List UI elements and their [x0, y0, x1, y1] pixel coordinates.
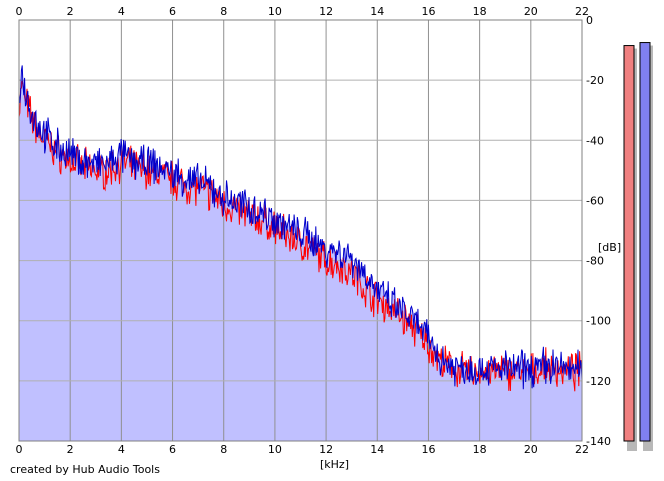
- credit-text: created by Hub Audio Tools: [10, 463, 160, 476]
- level-meters: [623, 42, 653, 452]
- x-tick-label-top: 2: [67, 5, 74, 18]
- series-lines: [18, 65, 583, 392]
- y-axis-label: [dB]: [598, 241, 621, 254]
- x-tick-label-bottom: 4: [118, 443, 125, 456]
- x-tick-label-bottom: 22: [575, 443, 589, 456]
- x-tick-label-bottom: 12: [319, 443, 333, 456]
- x-tick-label-bottom: 8: [220, 443, 227, 456]
- y-tick-label: -40: [586, 134, 604, 147]
- x-tick-label-top: 14: [370, 5, 384, 18]
- x-tick-label-top: 22: [575, 5, 589, 18]
- x-tick-label-top: 20: [524, 5, 538, 18]
- x-tick-label-bottom: 6: [169, 443, 176, 456]
- x-tick-label-bottom: 0: [16, 443, 23, 456]
- y-tick-label: -20: [586, 74, 604, 87]
- y-tick-label: -60: [586, 194, 604, 207]
- y-tick-label: -120: [586, 375, 611, 388]
- x-ticks-bottom: 0 2 4 6 8 10 12 14 16 18 20 22: [16, 443, 590, 456]
- x-tick-label-bottom: 18: [473, 443, 487, 456]
- x-tick-label-top: 10: [268, 5, 282, 18]
- x-tick-label-bottom: 16: [421, 443, 435, 456]
- series-line-1: [18, 65, 583, 390]
- y-tick-label: -100: [586, 315, 611, 328]
- x-tick-label-bottom: 20: [524, 443, 538, 456]
- level-meter-bar: [639, 42, 651, 442]
- x-tick-label-bottom: 2: [67, 443, 74, 456]
- y-tick-label: -140: [586, 435, 611, 448]
- y-tick-label: -80: [586, 255, 604, 268]
- x-tick-label-top: 6: [169, 5, 176, 18]
- x-tick-label-bottom: 10: [268, 443, 282, 456]
- x-tick-label-top: 0: [16, 5, 23, 18]
- x-ticks-top: 0 2 4 6 8 10 12 14 16 18 20 22: [16, 5, 590, 18]
- x-tick-label-bottom: 14: [370, 443, 384, 456]
- x-tick-label-top: 18: [473, 5, 487, 18]
- x-axis-label: [kHz]: [320, 458, 349, 471]
- x-tick-label-top: 16: [421, 5, 435, 18]
- level-meter-bar: [623, 45, 635, 442]
- x-tick-label-top: 4: [118, 5, 125, 18]
- plot-border: [18, 19, 583, 442]
- y-tick-label: 0: [586, 14, 593, 27]
- x-tick-label-top: 8: [220, 5, 227, 18]
- y-ticks-right: 0 -20 -40 -60 -80 -100 -120 -140: [586, 14, 611, 448]
- x-tick-label-top: 12: [319, 5, 333, 18]
